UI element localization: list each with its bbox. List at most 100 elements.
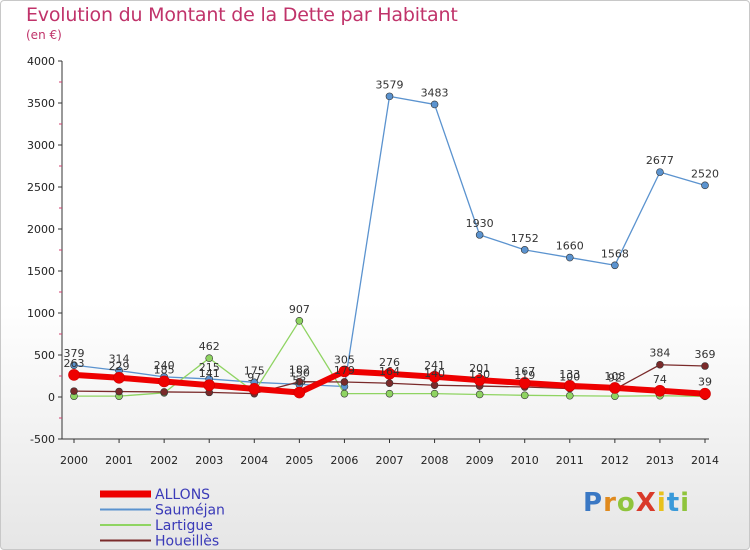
legend-label: Sauméjan — [155, 503, 225, 519]
data-label: 229 — [109, 360, 130, 373]
data-label: 314 — [109, 353, 130, 366]
data-point — [518, 377, 531, 389]
data-label: 2520 — [691, 167, 719, 180]
data-label: 384 — [649, 347, 670, 360]
y-tick-label: 3500 — [27, 97, 55, 110]
data-label: 185 — [154, 363, 175, 376]
data-point — [385, 379, 394, 388]
data-label: 119 — [514, 369, 535, 382]
data-label: 3483 — [421, 86, 449, 99]
data-label: 150 — [289, 366, 310, 379]
chart-unit: (en €) — [26, 28, 62, 42]
data-point — [475, 390, 484, 399]
data-point — [520, 391, 529, 400]
data-label: 1660 — [556, 240, 584, 253]
data-point — [428, 370, 441, 383]
data-point — [654, 384, 666, 397]
data-point — [565, 391, 574, 400]
data-point — [68, 369, 80, 381]
data-point — [475, 231, 484, 239]
data-point — [295, 377, 304, 386]
x-tick-label: 2011 — [556, 454, 584, 467]
data-label: 140 — [424, 367, 445, 380]
data-point — [293, 386, 306, 399]
data-label: 3579 — [376, 78, 404, 91]
data-point — [520, 246, 529, 254]
data-point — [611, 261, 619, 270]
x-tick-label: 2012 — [601, 454, 629, 467]
y-tick-label: 4000 — [27, 55, 55, 68]
data-label: 133 — [559, 368, 580, 381]
data-label: 1930 — [466, 217, 494, 230]
data-label: 92 — [608, 371, 622, 384]
x-tick-label: 2000 — [60, 454, 88, 467]
data-label: 263 — [64, 357, 85, 370]
data-point — [430, 389, 439, 398]
x-tick-label: 2013 — [646, 454, 674, 467]
x-tick-label: 2002 — [150, 454, 178, 467]
data-point — [383, 368, 396, 380]
data-label: 141 — [199, 367, 220, 380]
data-point — [430, 381, 439, 390]
data-label: 305 — [334, 353, 355, 366]
data-point — [701, 362, 709, 370]
data-point — [70, 387, 78, 395]
x-tick-label: 2009 — [466, 454, 494, 467]
data-point — [656, 360, 664, 369]
data-label: 201 — [469, 362, 490, 375]
data-label: 39 — [698, 376, 712, 389]
x-tick-label: 2005 — [285, 454, 313, 467]
legend-label: Lartigue — [155, 518, 213, 534]
data-label: 53 — [292, 375, 306, 388]
data-label: 74 — [653, 373, 667, 386]
data-label: 175 — [244, 364, 265, 377]
proxiti-logo: ProXiti — [583, 488, 690, 518]
y-tick-label: 3000 — [27, 139, 55, 152]
logo-letter: t — [666, 488, 681, 518]
data-point — [203, 379, 216, 391]
data-point — [70, 361, 78, 369]
y-tick-label: 1500 — [27, 265, 55, 278]
x-tick-label: 2010 — [511, 454, 539, 467]
logo-letter: r — [603, 488, 617, 518]
y-tick-label: -500 — [30, 433, 55, 446]
data-label: 100 — [559, 371, 580, 384]
data-label: 108 — [604, 370, 625, 383]
data-point — [115, 387, 123, 396]
x-tick-label: 2001 — [105, 454, 133, 467]
y-tick-label: 2500 — [27, 181, 55, 194]
data-label: 1568 — [601, 247, 629, 260]
data-point — [113, 371, 125, 384]
data-label: 241 — [424, 359, 445, 372]
data-point — [385, 389, 394, 398]
x-tick-label: 2008 — [421, 454, 449, 467]
logo-letter: i — [656, 488, 667, 518]
data-point — [340, 378, 349, 386]
data-label: 179 — [334, 364, 355, 377]
data-point — [656, 168, 664, 176]
x-tick-label: 2003 — [195, 454, 223, 467]
data-point — [205, 354, 214, 362]
data-label: 462 — [199, 340, 220, 353]
data-label: 167 — [514, 365, 535, 378]
data-label: 276 — [379, 356, 400, 369]
series-line-sauméjan — [73, 95, 706, 388]
data-label: 130 — [469, 368, 490, 381]
y-tick-label: 0 — [48, 391, 55, 404]
data-label: 907 — [289, 303, 310, 316]
y-tick-label: 2000 — [27, 223, 55, 236]
data-label: 182 — [289, 364, 310, 377]
data-point — [699, 387, 711, 400]
data-point — [160, 388, 168, 396]
x-tick-label: 2014 — [691, 454, 719, 467]
data-point — [385, 92, 394, 101]
data-point — [338, 365, 351, 378]
x-tick-label: 2006 — [330, 454, 358, 467]
x-tick-label: 2007 — [376, 454, 404, 467]
data-point — [563, 380, 576, 392]
data-point — [295, 317, 304, 325]
data-label: 1752 — [511, 232, 539, 245]
chart-title: Evolution du Montant de la Dette par Hab… — [26, 4, 458, 26]
